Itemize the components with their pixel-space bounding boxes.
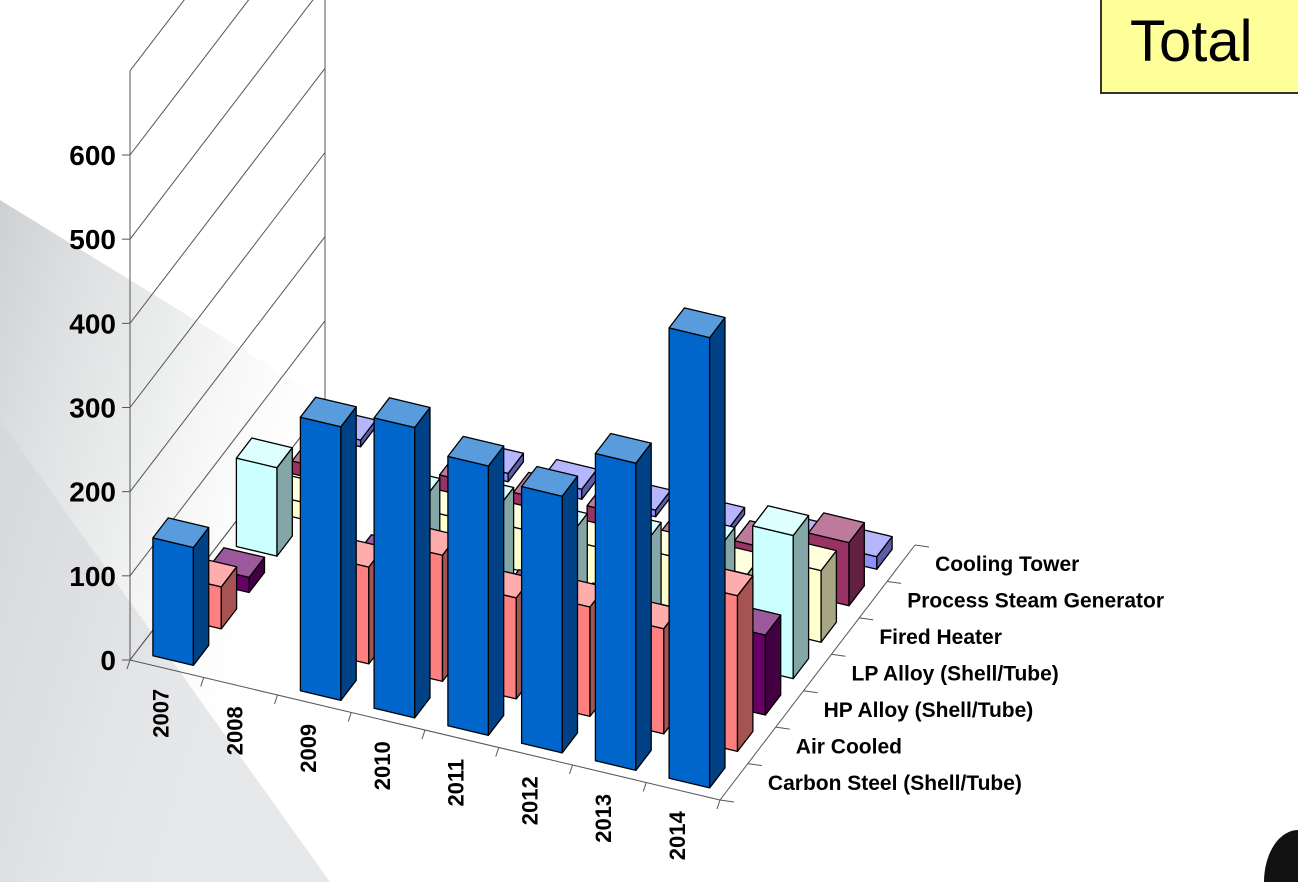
depth-tick (831, 653, 846, 657)
x-tick (274, 694, 278, 705)
bar (668, 307, 726, 789)
bar-side-face (192, 526, 210, 667)
x-tick-label: 2014 (665, 811, 690, 861)
gridline (129, 0, 314, 240)
bar-front-face (373, 417, 416, 719)
bar-side-face (487, 445, 505, 737)
bar-front-face (235, 457, 278, 557)
series-label: Air Cooled (796, 735, 902, 758)
total-badge: Total (1100, 0, 1298, 94)
depth-axis-line (719, 544, 916, 801)
series-labels: Cooling Tower Process Steam Generator Fire… (768, 553, 1164, 795)
gridline (129, 152, 326, 408)
x-tick-label: 2009 (296, 724, 321, 773)
bar-front-face (299, 416, 342, 702)
y-tick-label: 500 (69, 224, 116, 255)
bar-top-face (594, 432, 652, 464)
series-label: Carbon Steel (Shell/Tube) (768, 772, 1022, 795)
series-label: LP Alloy (Shell/Tube) (852, 663, 1059, 686)
bar-front-face (152, 537, 195, 667)
total-badge-label: Total (1130, 9, 1253, 74)
bar-side-face (635, 442, 652, 772)
depth-tick (803, 690, 818, 694)
x-tick (642, 782, 647, 792)
bars (152, 307, 893, 789)
bar-front-face (520, 485, 563, 754)
bar-top-face (299, 396, 357, 428)
bar (152, 517, 210, 667)
series-label: Fired Heater (879, 626, 1002, 649)
y-tick-label: 600 (69, 140, 116, 171)
x-tick-label: 2013 (591, 794, 616, 843)
bar (373, 397, 431, 719)
gridline (129, 68, 326, 324)
series-label: Process Steam Generator (907, 590, 1164, 613)
bar-side-face (414, 406, 431, 719)
bar-front-face (668, 327, 711, 789)
x-tick-label: 2008 (222, 706, 247, 755)
depth-tick (887, 580, 902, 584)
x-tick (716, 799, 721, 810)
bar-side-face (340, 406, 357, 702)
gridline (129, 0, 185, 72)
bar-top-face (668, 307, 726, 339)
depth-tick (914, 544, 930, 548)
bar-top-face (235, 437, 293, 469)
bar-top-face (520, 465, 579, 497)
x-tick (569, 764, 573, 775)
depth-tick (719, 799, 735, 803)
bar (520, 465, 579, 754)
x-axis-labels: 2007 2008 2009 2010 2011 2012 2013 2014 (149, 689, 690, 860)
y-tick-label: 400 (69, 308, 116, 339)
bar-top-face (152, 517, 210, 549)
bar-side-face (709, 316, 726, 789)
x-tick-label: 2010 (370, 741, 395, 790)
bar (299, 396, 357, 702)
bar-front-face (447, 455, 490, 737)
y-tick-label: 300 (69, 393, 116, 424)
x-tick-label: 2007 (149, 689, 174, 738)
bar-top-face (752, 505, 810, 537)
y-tick-label: 200 (69, 477, 116, 508)
y-tick-label: 0 (100, 645, 116, 676)
x-tick (495, 747, 500, 757)
bar-top-face (807, 512, 865, 544)
x-tick (126, 659, 131, 670)
bar-side-face (561, 475, 579, 754)
x-tick (347, 712, 352, 722)
y-tick-label: 100 (69, 561, 116, 592)
depth-tick (775, 726, 790, 730)
x-tick-label: 2012 (517, 776, 542, 825)
x-tick-label: 2011 (444, 759, 469, 807)
series-label: HP Alloy (Shell/Tube) (824, 699, 1034, 722)
bar (447, 435, 505, 737)
x-tick (200, 677, 205, 687)
bar-side-face (736, 575, 754, 753)
gridline (129, 0, 250, 156)
depth-tick (859, 617, 874, 621)
bar-top-face (373, 397, 431, 429)
bar (235, 437, 293, 557)
bar-top-face (447, 435, 505, 467)
x-tick (421, 729, 426, 740)
bar-side-face (792, 514, 810, 680)
depth-tick (747, 763, 762, 767)
y-axis-labels: 0 100 200 300 400 500 600 (69, 140, 116, 676)
gridline (129, 236, 326, 492)
bar-front-face (594, 452, 637, 772)
bar (594, 432, 652, 772)
series-label: Cooling Tower (935, 553, 1079, 576)
